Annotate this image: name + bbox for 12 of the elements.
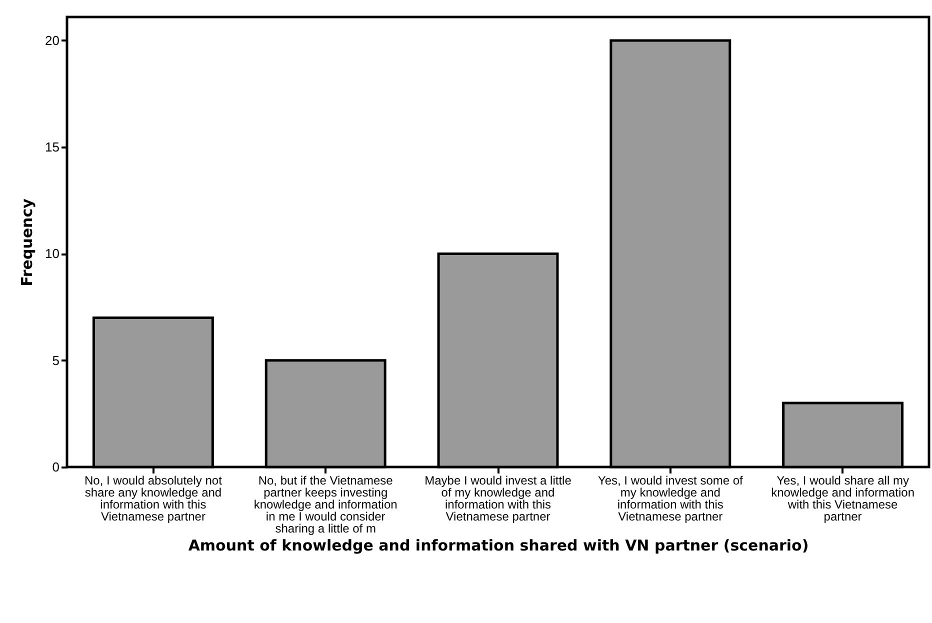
y-tick-label: 20 [45,32,60,48]
x-axis-title: Amount of knowledge and information shared with VN partner (scenario) [188,536,809,554]
y-axis-title: Frequency [18,198,36,286]
x-tick-label: No, I would absolutely not share any knowledge and information with this Vietnamese partner [84,474,223,524]
y-tick-label: 10 [45,246,60,262]
x-tick-label: No, but if the Vietnamese partner keeps investing knowledge and information in me I would consider sharing a little of m [254,474,398,536]
y-tick-label: 5 [52,352,60,368]
x-tick-label: Yes, I would invest some of my knowledge and information with this Vietnamese partner [598,474,744,524]
y-tick-label: 15 [45,140,60,155]
x-tick-label: Yes, I would share all my knowledge and information with this Vietnamese partner [771,474,915,524]
x-tick-label: Maybe I would invest a little of my knowledge and information with this Vietnamese partner [424,474,572,524]
y-tick-label: 0 [52,460,60,474]
